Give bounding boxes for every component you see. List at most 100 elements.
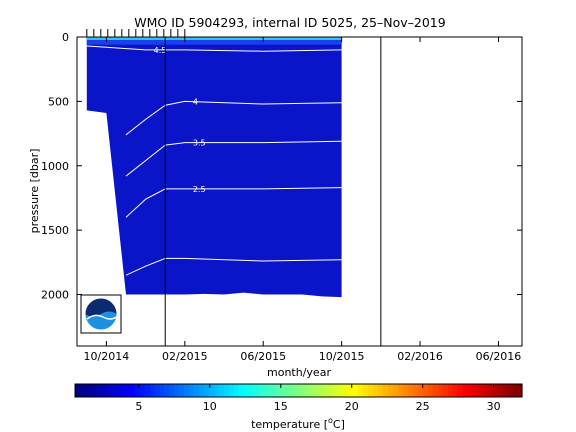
surface-layer	[86, 37, 342, 45]
colorbar-segment	[348, 384, 354, 397]
colorbar-segment	[308, 384, 314, 397]
colorbar-segment	[209, 384, 215, 397]
y-tick-label: 0	[62, 31, 69, 44]
temperature-fill	[86, 37, 342, 298]
colorbar-segment	[303, 384, 310, 397]
temperature-field	[86, 37, 342, 298]
colorbar-segment	[437, 384, 444, 397]
colorbar-segment	[293, 384, 300, 397]
colorbar-segment	[502, 384, 508, 397]
colorbar-segment	[507, 384, 513, 397]
colorbar-segment	[298, 384, 305, 397]
x-tick-label: 10/2015	[319, 350, 365, 363]
x-tick-label: 06/2015	[240, 350, 286, 363]
plot-frame	[76, 36, 523, 347]
isotherm-3	[125, 140, 342, 177]
colorbar-segment	[442, 384, 449, 397]
colorbar-segment	[397, 384, 404, 397]
colorbar-segment	[382, 384, 389, 397]
colorbar-segment	[243, 384, 250, 397]
colorbar-segment	[318, 384, 324, 397]
colorbar-label-unit: C]	[333, 418, 345, 431]
chart-title: WMO ID 5904293, internal ID 5025, 25–Nov…	[134, 15, 445, 30]
x-tick-label: 02/2016	[397, 350, 443, 363]
colorbar-segment	[482, 384, 488, 397]
colorbar-segment	[184, 384, 190, 397]
y-axis: 0 500 1000 1500 2000	[41, 31, 522, 302]
isotherm-label-3: 3.5	[193, 139, 206, 148]
colorbar-segment	[417, 384, 424, 397]
colorbar-segment	[517, 384, 523, 397]
y-tick-label: 2000	[41, 289, 69, 302]
colorbar-segment	[248, 384, 255, 397]
colorbar-segment	[134, 384, 141, 397]
colorbar-label: temperature [oC]	[251, 416, 345, 431]
colorbar-segment	[224, 384, 230, 397]
colorbar-segment	[288, 384, 295, 397]
colorbar-segment	[373, 384, 379, 397]
colorbar-segment	[169, 384, 175, 397]
colorbar-segment	[233, 384, 240, 397]
colorbar-segment	[338, 384, 344, 397]
colorbar-segment	[387, 384, 394, 397]
colorbar-ticks: 5 10 15 20 25 30	[135, 384, 501, 413]
colorbar-segment	[477, 384, 483, 397]
colorbar-segment	[159, 384, 165, 397]
colorbar-segment	[124, 384, 131, 397]
colorbar-frame	[74, 383, 523, 398]
colorbar-segment	[99, 384, 106, 397]
colorbar: 5 10 15 20 25 30 temperature [oC]	[74, 383, 523, 431]
colorbar-segment	[432, 384, 439, 397]
colorbar-segment	[174, 384, 180, 397]
colorbar-segment	[263, 384, 270, 397]
colorbar-segment	[512, 384, 518, 397]
colorbar-segment	[129, 384, 136, 397]
colorbar-segment	[323, 384, 329, 397]
isotherm-label-1: 4.5	[154, 46, 167, 55]
colorbar-segment	[377, 384, 384, 397]
colorbar-segment	[114, 384, 121, 397]
y-tick-label: 1000	[41, 160, 69, 173]
y-tick-label: 500	[48, 95, 69, 108]
x-axis: 10/2014 02/2015 06/2015 10/2015 02/2016 06/20…	[84, 37, 521, 363]
noaa-logo	[80, 294, 122, 334]
colorbar-segment	[104, 384, 111, 397]
colorbar-segment	[392, 384, 399, 397]
colorbar-segment	[228, 384, 235, 397]
y-axis-label: pressure [dbar]	[28, 149, 41, 234]
colorbar-segment	[492, 384, 498, 397]
isotherm-4	[125, 187, 342, 218]
colorbar-segment	[75, 384, 81, 397]
colorbar-segment	[79, 384, 86, 397]
isotherm-2	[125, 100, 342, 136]
colorbar-segment	[328, 384, 334, 397]
colorbar-segment	[487, 384, 493, 397]
colorbar-gradient	[75, 384, 523, 397]
isotherm-contours: 4.5 4 3.5 2.5	[86, 45, 342, 276]
colorbar-segment	[402, 384, 409, 397]
colorbar-segment	[278, 384, 285, 397]
colorbar-segment	[189, 384, 195, 397]
colorbar-segment	[363, 384, 369, 397]
colorbar-tick-label: 5	[135, 400, 142, 413]
colorbar-segment	[313, 384, 319, 397]
colorbar-tick-label: 10	[203, 400, 217, 413]
colorbar-segment	[283, 384, 290, 397]
colorbar-segment	[258, 384, 265, 397]
surface-warm-band	[86, 37, 342, 40]
colorbar-label-text: temperature [	[251, 418, 328, 431]
colorbar-segment	[427, 384, 434, 397]
y-tick-label: 1500	[41, 224, 69, 237]
x-tick-label: 10/2014	[84, 350, 130, 363]
colorbar-segment	[447, 384, 454, 397]
colorbar-segment	[199, 384, 205, 397]
colorbar-segment	[268, 384, 275, 397]
colorbar-segment	[204, 384, 210, 397]
colorbar-segment	[89, 384, 96, 397]
colorbar-tick-label: 15	[274, 400, 288, 413]
colorbar-segment	[139, 384, 146, 397]
colorbar-segment	[149, 384, 156, 397]
colorbar-segment	[119, 384, 126, 397]
colorbar-segment	[472, 384, 478, 397]
